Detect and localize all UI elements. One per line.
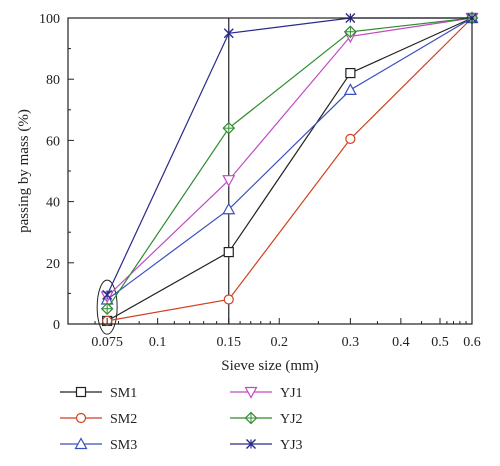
point-yj3-0 <box>102 289 113 300</box>
x-tick-label: 0.4 <box>392 335 410 350</box>
plot-frame <box>67 17 473 325</box>
legend-item-sm3: SM3 <box>60 437 137 453</box>
x-axis-label: Sieve size (mm) <box>221 358 318 374</box>
legend-marker-sm1 <box>75 386 87 398</box>
legend-label-yj3: YJ3 <box>280 438 303 453</box>
legend-label-sm2: SM2 <box>110 412 137 427</box>
legend-label-yj1: YJ1 <box>280 386 303 401</box>
legend-marker-sm3 <box>74 437 88 450</box>
series-line-sm3 <box>106 17 473 300</box>
legend-marker-yj1 <box>244 386 258 399</box>
legend-item-yj3: YJ3 <box>230 438 303 453</box>
point-sm2-1 <box>223 294 234 305</box>
point-sm2-2 <box>345 133 356 144</box>
x-tick-label: 0.15 <box>217 335 242 350</box>
x-tick-label: 0.3 <box>342 335 360 350</box>
x-tick-label: 0.6 <box>463 335 481 350</box>
x-tick-label: 0.5 <box>431 335 449 350</box>
legend-item-sm2: SM2 <box>60 412 137 427</box>
legend: SM1 SM2 SM3 YJ1 YJ2 YJ3 <box>60 386 303 453</box>
point-yj2-2 <box>344 25 357 39</box>
y-tick-label: 100 <box>39 12 60 27</box>
axes: 0 20 40 60 80 100 0.075 0.1 0.15 0.2 0.3 0.4 0.5 0.6 S… <box>16 12 481 374</box>
y-tick-label: 60 <box>46 134 60 149</box>
legend-marker-yj2 <box>244 411 258 425</box>
series-line-yj2 <box>106 17 473 310</box>
legend-marker-yj3 <box>246 439 256 449</box>
legend-label-sm3: SM3 <box>110 438 137 453</box>
point-sm1-1 <box>223 246 234 258</box>
legend-label-yj2: YJ2 <box>280 412 303 427</box>
legend-marker-sm2 <box>75 412 87 424</box>
x-tick-label: 0.075 <box>91 335 123 350</box>
point-sm3-2 <box>343 83 357 96</box>
x-tick-label: 0.1 <box>149 335 167 350</box>
point-yj2-0 <box>100 302 114 316</box>
y-tick-label: 80 <box>46 73 60 88</box>
legend-item-yj2: YJ2 <box>230 411 303 427</box>
series-sm3 <box>100 11 479 305</box>
point-sm3-1 <box>222 202 236 215</box>
point-yj1-1 <box>222 175 236 187</box>
y-tick-label: 20 <box>46 257 60 272</box>
x-tick-label: 0.2 <box>270 335 288 350</box>
point-yj2-1 <box>222 121 236 135</box>
series-line-yj1 <box>106 17 473 297</box>
series-line-sm2 <box>107 17 473 322</box>
legend-item-sm1: SM1 <box>60 386 137 401</box>
highlight-ellipse <box>96 279 118 335</box>
series-sm1 <box>102 12 478 327</box>
point-yj3-1 <box>223 28 234 39</box>
y-tick-label: 40 <box>46 196 60 211</box>
series-line-yj3 <box>106 17 472 296</box>
legend-item-yj1: YJ1 <box>230 386 303 401</box>
series-sm2 <box>102 12 478 327</box>
series-yj3 <box>102 13 477 300</box>
legend-label-sm1: SM1 <box>110 386 137 401</box>
point-sm1-2 <box>345 67 356 79</box>
series-line-sm1 <box>106 17 473 322</box>
plot-area <box>96 11 479 335</box>
series-yj1 <box>100 12 479 304</box>
y-tick-label: 0 <box>53 318 60 333</box>
y-axis-label: passing by mass (%) <box>16 109 32 233</box>
